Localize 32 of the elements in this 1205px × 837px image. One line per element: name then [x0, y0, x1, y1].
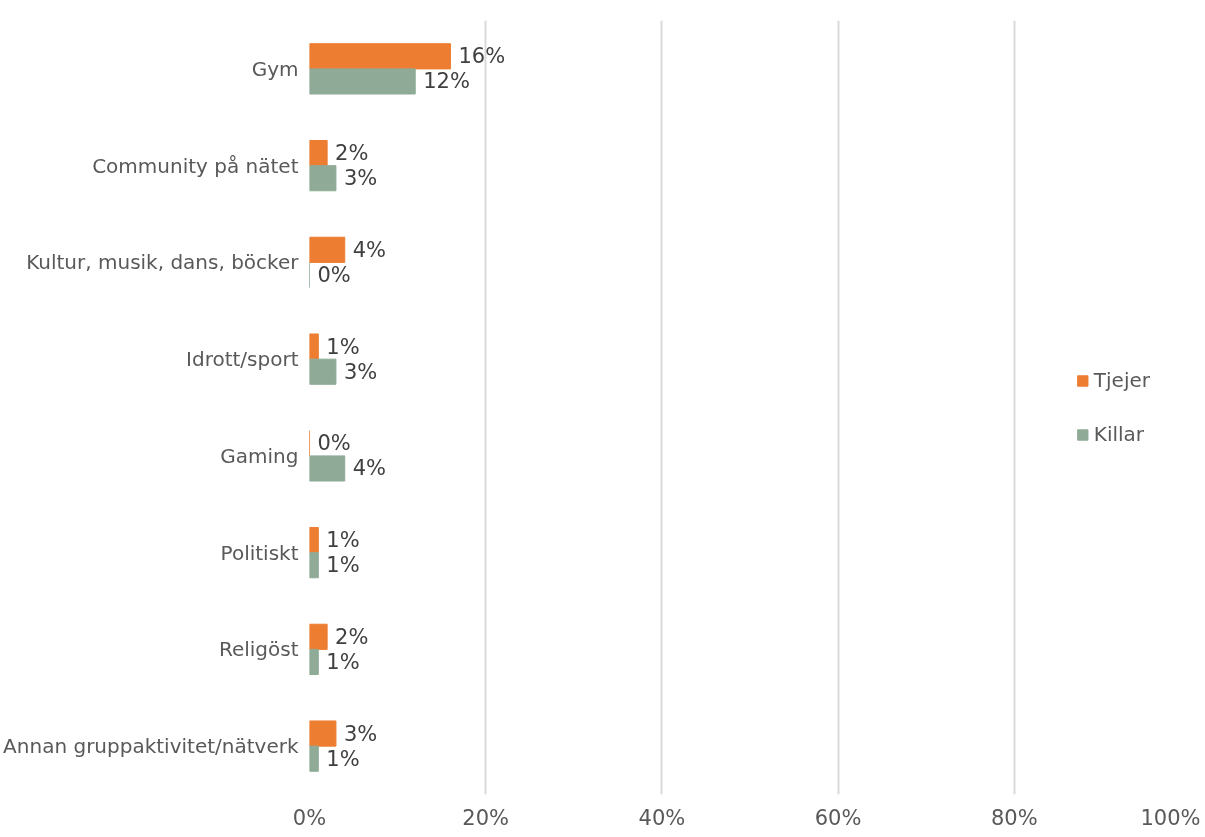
data-label: 4%	[352, 237, 387, 262]
x-tick-label: 80%	[990, 805, 1038, 830]
legend-label: Killar	[1093, 422, 1145, 446]
data-label: 16%	[458, 44, 506, 69]
data-label: 2%	[335, 624, 369, 649]
data-label: 3%	[343, 166, 378, 191]
y-tick-label: Idrott/sport	[186, 347, 299, 372]
data-label: 1%	[326, 334, 360, 359]
y-tick-label: Gym	[251, 56, 299, 81]
y-tick-label: Religöst	[218, 637, 299, 662]
x-tick-label: 60%	[814, 805, 862, 830]
data-label: 0%	[317, 262, 351, 287]
data-label: 1%	[326, 746, 360, 771]
y-tick-label: Politiskt	[220, 540, 299, 565]
y-tick-label: Community på nätet	[92, 153, 299, 178]
x-tick-label: 0%	[292, 805, 327, 830]
data-label: 3%	[343, 359, 378, 384]
legend-label: Tjejer	[1093, 368, 1150, 392]
data-label: 1%	[326, 649, 360, 674]
data-label: 0%	[317, 431, 351, 456]
x-tick-label: 20%	[462, 805, 510, 830]
y-tick-label: Gaming	[220, 443, 299, 468]
data-label: 3%	[343, 721, 378, 746]
y-tick-label: Kultur, musik, dans, böcker	[26, 250, 300, 275]
data-label: 1%	[326, 553, 360, 578]
data-label: 12%	[423, 69, 470, 94]
data-label: 4%	[352, 456, 387, 481]
x-tick-label: 40%	[638, 805, 686, 830]
y-tick-label: Annan gruppaktivitet/nätverk	[3, 734, 299, 759]
data-label: 1%	[326, 528, 360, 553]
data-label: 2%	[335, 141, 369, 166]
x-tick-label: 100%	[1140, 805, 1201, 830]
